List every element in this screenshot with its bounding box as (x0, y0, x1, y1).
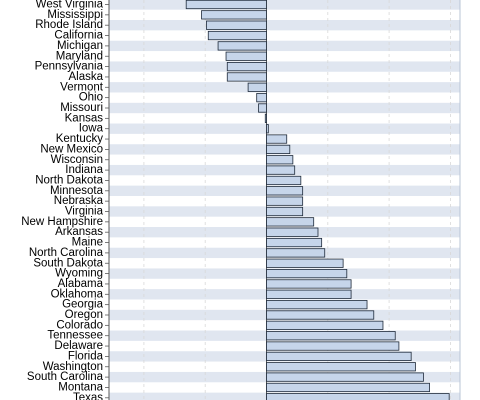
category-label: Maine (72, 237, 103, 249)
category-label: Missouri (60, 102, 103, 114)
bar (258, 103, 267, 113)
category-label: Iowa (79, 123, 104, 135)
category-label: Pennsylvania (35, 61, 104, 73)
bar (226, 62, 267, 72)
category-label: Alabama (58, 278, 104, 290)
bar (225, 51, 267, 61)
bar (266, 300, 368, 310)
bar (247, 82, 267, 92)
bar (206, 20, 267, 30)
bar (266, 372, 424, 382)
category-label: Oklahoma (51, 288, 104, 300)
bar (266, 320, 384, 330)
category-label: Maryland (56, 50, 103, 62)
category-label: South Dakota (33, 257, 103, 269)
category-label: Wyoming (55, 268, 103, 280)
bar (185, 0, 267, 10)
bar (266, 258, 344, 268)
bar (266, 393, 450, 400)
bar (217, 41, 267, 51)
row-band (109, 61, 460, 72)
bar (266, 134, 288, 144)
category-label: Tennessee (47, 330, 103, 342)
category-label: West Virginia (36, 0, 104, 11)
category-label: Minnesota (50, 185, 104, 197)
category-label: Colorado (56, 319, 103, 331)
bars (185, 0, 450, 400)
category-label: Kansas (65, 112, 104, 124)
category-label: Alaska (68, 71, 103, 83)
row-band (109, 123, 460, 134)
bar (266, 279, 352, 289)
category-label: Oregon (65, 309, 103, 321)
bar (256, 93, 267, 103)
bar (266, 237, 323, 248)
bar (266, 175, 302, 186)
category-label: North Carolina (29, 247, 104, 259)
category-label: Indiana (65, 164, 103, 176)
row-band (109, 82, 460, 93)
bar (266, 310, 375, 320)
bar (266, 268, 348, 279)
category-label: Washington (43, 361, 103, 373)
bar (266, 186, 304, 196)
category-label: Montana (58, 381, 103, 393)
category-label: Ohio (79, 92, 103, 104)
bar (266, 227, 319, 237)
row-band (109, 20, 460, 31)
category-label: Florida (68, 350, 104, 362)
category-label: Wisconsin (51, 154, 103, 166)
bar (266, 155, 294, 165)
category-label: Virginia (65, 206, 104, 218)
category-label: New Hampshire (21, 216, 103, 228)
bar (266, 124, 269, 134)
row-band (109, 102, 460, 114)
bar (266, 144, 291, 154)
bar (266, 196, 304, 206)
category-label: Georgia (62, 299, 104, 311)
category-label: Kentucky (56, 133, 104, 145)
category-label: Texas (73, 392, 103, 400)
category-label: Vermont (60, 81, 104, 93)
row-band (109, 0, 460, 10)
category-label: New Mexico (40, 143, 103, 155)
bar (264, 113, 267, 123)
bar (226, 72, 267, 82)
category-label: Arkansas (55, 226, 103, 238)
bar (266, 351, 412, 362)
category-label: Michigan (57, 40, 103, 52)
plot-frame (108, 0, 461, 400)
category-label: South Carolina (27, 371, 104, 383)
category-label: North Dakota (35, 174, 103, 186)
category-label: Rhode Island (35, 19, 103, 31)
bar (201, 10, 267, 20)
bar (266, 382, 430, 393)
bar (266, 248, 326, 258)
row-band (109, 40, 460, 52)
bar (266, 341, 400, 351)
bar (266, 217, 315, 227)
category-label: Mississippi (47, 9, 103, 21)
bar (266, 289, 352, 299)
bar (266, 165, 296, 175)
category-label: California (54, 30, 103, 42)
bar (266, 331, 396, 341)
bar (266, 206, 304, 217)
bar (266, 362, 416, 372)
bar (207, 30, 267, 41)
category-label: Nebraska (54, 195, 104, 207)
category-label: Delaware (54, 340, 103, 352)
